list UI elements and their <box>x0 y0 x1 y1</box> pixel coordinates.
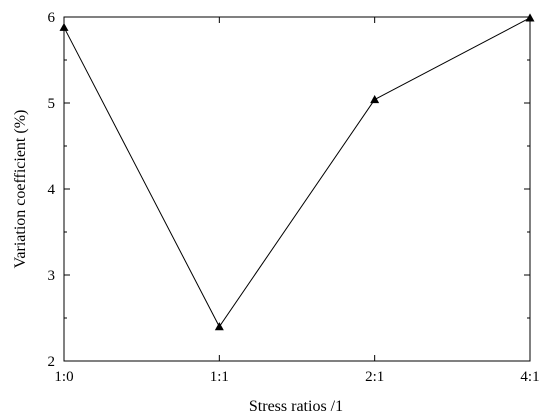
triangle-marker <box>370 95 380 104</box>
tick-marks <box>63 16 531 362</box>
triangle-marker <box>525 13 535 22</box>
x-tick-label: 1:0 <box>54 369 73 385</box>
y-tick-label: 5 <box>48 96 56 112</box>
triangle-marker <box>214 322 224 331</box>
y-tick-label: 2 <box>48 354 56 370</box>
x-tick-label: 4:1 <box>520 369 539 385</box>
x-tick-label: 2:1 <box>365 369 384 385</box>
tick-labels: 2 3 4 5 6 1:0 1:1 2:1 4:1 <box>48 10 540 385</box>
axes <box>63 16 531 362</box>
triangle-marker <box>59 22 69 31</box>
y-tick-label: 6 <box>48 10 56 26</box>
data-series <box>59 13 535 331</box>
x-tick-label: 1:1 <box>210 369 229 385</box>
y-tick-label: 3 <box>48 268 56 284</box>
x-axis-title: Stress ratios /1 <box>249 398 343 415</box>
plot-frame <box>63 16 531 362</box>
y-tick-label: 4 <box>48 182 56 198</box>
y-axis-title: Variation coefficient (%) <box>12 110 29 269</box>
series-line <box>63 17 531 328</box>
